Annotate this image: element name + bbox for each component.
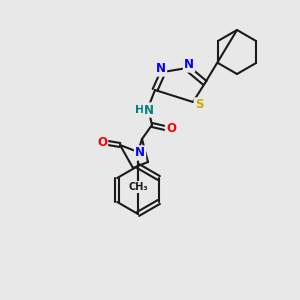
Text: N: N: [144, 103, 154, 116]
Text: O: O: [166, 122, 176, 134]
Text: N: N: [135, 146, 145, 160]
Text: S: S: [195, 98, 203, 112]
Text: CH₃: CH₃: [128, 182, 148, 192]
Text: O: O: [97, 136, 107, 149]
Text: N: N: [156, 62, 166, 76]
Text: N: N: [184, 58, 194, 71]
Text: H: H: [135, 105, 145, 115]
